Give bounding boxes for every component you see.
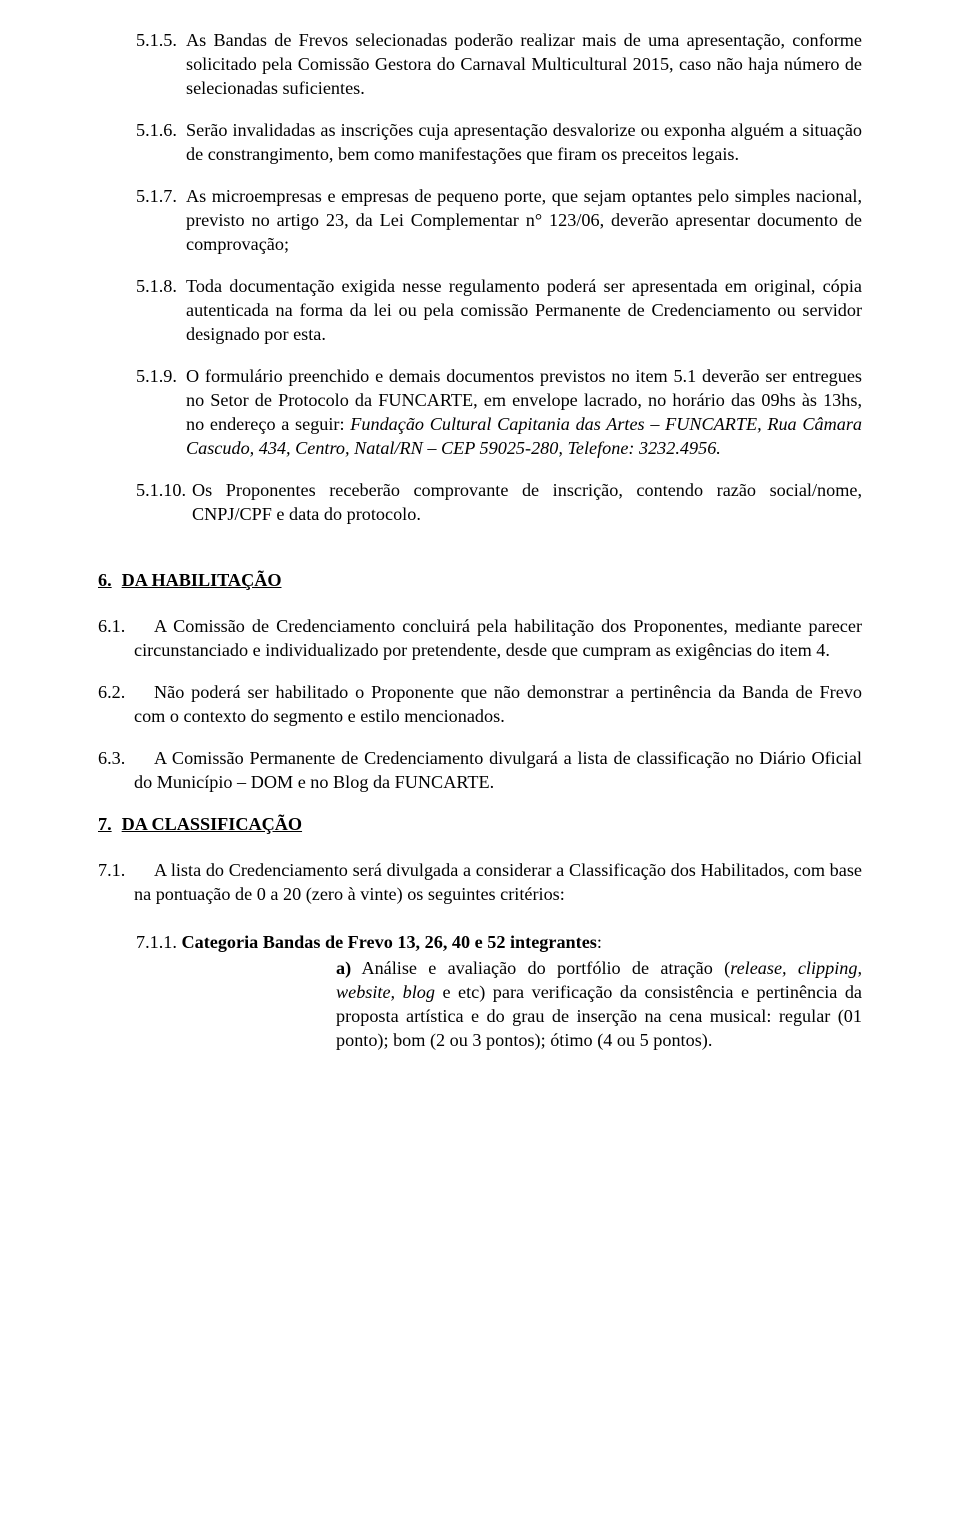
letter-marker: a) [336,958,351,978]
clause-text: Toda documentação exigida nesse regulame… [186,274,862,346]
clause-text: A Comissão Permanente de Credenciamento … [134,746,862,794]
clause-7-1-1-a: a) Análise e avaliação do portfólio de a… [98,956,862,1052]
clause-5-1-6: 5.1.6. Serão invalidadas as inscrições c… [98,118,862,166]
clause-number: 5.1.10. [136,478,192,526]
clause-7-1-1: 7.1.1. Categoria Bandas de Frevo 13, 26,… [98,930,862,954]
clause-5-1-8: 5.1.8. Toda documentação exigida nesse r… [98,274,862,346]
clause-text: Não poderá ser habilitado o Proponente q… [134,680,862,728]
clause-text-inner: A Comissão de Credenciamento concluirá p… [134,616,862,660]
clause-number: 5.1.9. [136,364,186,460]
clause-number: 6.1. [98,614,134,662]
clause-number: 5.1.8. [136,274,186,346]
clause-6-3: 6.3. A Comissão Permanente de Credenciam… [98,746,862,794]
section-6-heading: 6. DA HABILITAÇÃO [98,568,862,592]
section-number: 6. [98,568,122,592]
clause-text: As microempresas e empresas de pequeno p… [186,184,862,256]
clause-number: 5.1.6. [136,118,186,166]
clause-5-1-9: 5.1.9. O formulário preenchido e demais … [98,364,862,460]
clause-text: Os Proponentes receberão comprovante de … [192,478,862,526]
clause-6-2: 6.2. Não poderá ser habilitado o Propone… [98,680,862,728]
clause-number: 6.3. [98,746,134,794]
clause-number: 5.1.7. [136,184,186,256]
clause-text: As Bandas de Frevos selecionadas poderão… [186,28,862,100]
clause-text: Serão invalidadas as inscrições cuja apr… [186,118,862,166]
category-label: Categoria Bandas de Frevo 13, 26, 40 e 5… [181,932,596,952]
clause-text-inner: A lista do Credenciamento será divulgada… [134,860,862,904]
clause-7-1: 7.1. A lista do Credenciamento será divu… [98,858,862,906]
clause-5-1-5: 5.1.5. As Bandas de Frevos selecionadas … [98,28,862,100]
section-title: DA CLASSIFICAÇÃO [122,812,302,836]
clause-5-1-10: 5.1.10. Os Proponentes receberão comprov… [98,478,862,526]
section-title: DA HABILITAÇÃO [122,568,282,592]
clause-text: A Comissão de Credenciamento concluirá p… [134,614,862,662]
clause-number: 5.1.5. [136,28,186,100]
section-number: 7. [98,812,122,836]
clause-5-1-7: 5.1.7. As microempresas e empresas de pe… [98,184,862,256]
clause-text-inner: Não poderá ser habilitado o Proponente q… [134,682,862,726]
section-7-heading: 7. DA CLASSIFICAÇÃO [98,812,862,836]
clause-text: O formulário preenchido e demais documen… [186,364,862,460]
clause-6-1: 6.1. A Comissão de Credenciamento conclu… [98,614,862,662]
clause-text-part: Análise e avaliação do portfólio de atra… [361,958,730,978]
clause-number: 7.1. [98,858,134,906]
clause-number: 6.2. [98,680,134,728]
clause-text-inner: A Comissão Permanente de Credenciamento … [134,748,862,792]
colon: : [597,932,602,952]
clause-number: 7.1.1. [136,932,177,952]
clause-text: A lista do Credenciamento será divulgada… [134,858,862,906]
